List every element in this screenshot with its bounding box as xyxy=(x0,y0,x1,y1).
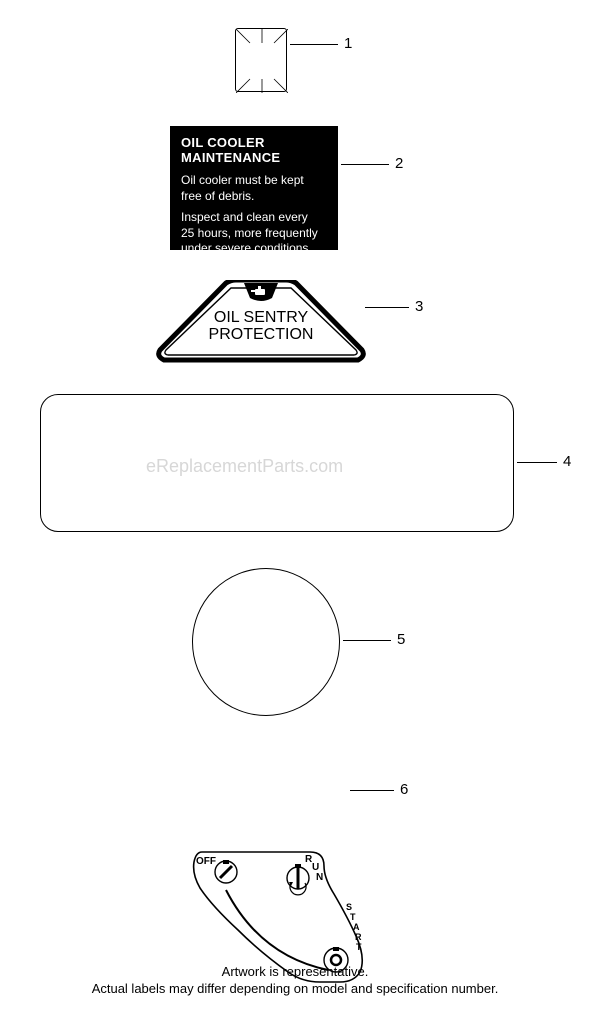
item3-line2: PROTECTION xyxy=(156,327,366,344)
item2-line: under severe conditions. xyxy=(181,241,327,257)
decal-item-1 xyxy=(235,28,287,92)
keyswitch-start-t1: T xyxy=(350,912,356,922)
item4-rect xyxy=(40,394,514,532)
callout-2: 2 xyxy=(395,155,403,172)
footnote-line1: Artwork is representative. xyxy=(0,963,590,981)
item2-title: OIL COOLER MAINTENANCE xyxy=(181,135,327,165)
decal-item-2: OIL COOLER MAINTENANCE Oil cooler must b… xyxy=(170,126,338,250)
leader-4 xyxy=(517,462,557,463)
footnote: Artwork is representative. Actual labels… xyxy=(0,963,590,998)
item3-line1: OIL SENTRY xyxy=(156,310,366,327)
leader-1 xyxy=(290,44,338,45)
decal-item-4 xyxy=(40,394,514,532)
callout-4: 4 xyxy=(563,453,571,470)
diagram-canvas: 1 OIL COOLER MAINTENANCE Oil cooler must… xyxy=(0,0,590,1010)
oil-cooler-maintenance-label: OIL COOLER MAINTENANCE Oil cooler must b… xyxy=(170,126,338,250)
decal-item-3: OIL SENTRY PROTECTION xyxy=(156,280,366,366)
leader-3 xyxy=(365,307,409,308)
callout-1: 1 xyxy=(344,35,352,52)
keyswitch-off-label: OFF xyxy=(196,856,216,867)
callout-3: 3 xyxy=(415,298,423,315)
leader-2 xyxy=(341,164,389,165)
keyswitch-start-a: A xyxy=(353,922,360,932)
footnote-line2: Actual labels may differ depending on mo… xyxy=(0,980,590,998)
callout-6: 6 xyxy=(400,781,408,798)
oil-sentry-text: OIL SENTRY PROTECTION xyxy=(156,310,366,344)
item1-fold-lines xyxy=(236,29,288,93)
item2-line: 25 hours, more frequently xyxy=(181,226,327,242)
keyswitch-start-r: R xyxy=(355,932,362,942)
item5-circle xyxy=(192,568,340,716)
leader-5 xyxy=(343,640,391,641)
item2-line: Inspect and clean every xyxy=(181,210,327,226)
item2-line: free of debris. xyxy=(181,189,327,205)
keyswitch-run-n: N xyxy=(316,872,323,883)
item2-body: Oil cooler must be kept free of debris. … xyxy=(181,173,327,257)
keyswitch-start-t2: T xyxy=(356,942,362,952)
decal-item-5 xyxy=(192,568,340,716)
item2-line: Oil cooler must be kept xyxy=(181,173,327,189)
keyswitch-start-s: S xyxy=(346,902,352,912)
leader-6 xyxy=(350,790,394,791)
item1-rect xyxy=(235,28,287,92)
callout-5: 5 xyxy=(397,631,405,648)
